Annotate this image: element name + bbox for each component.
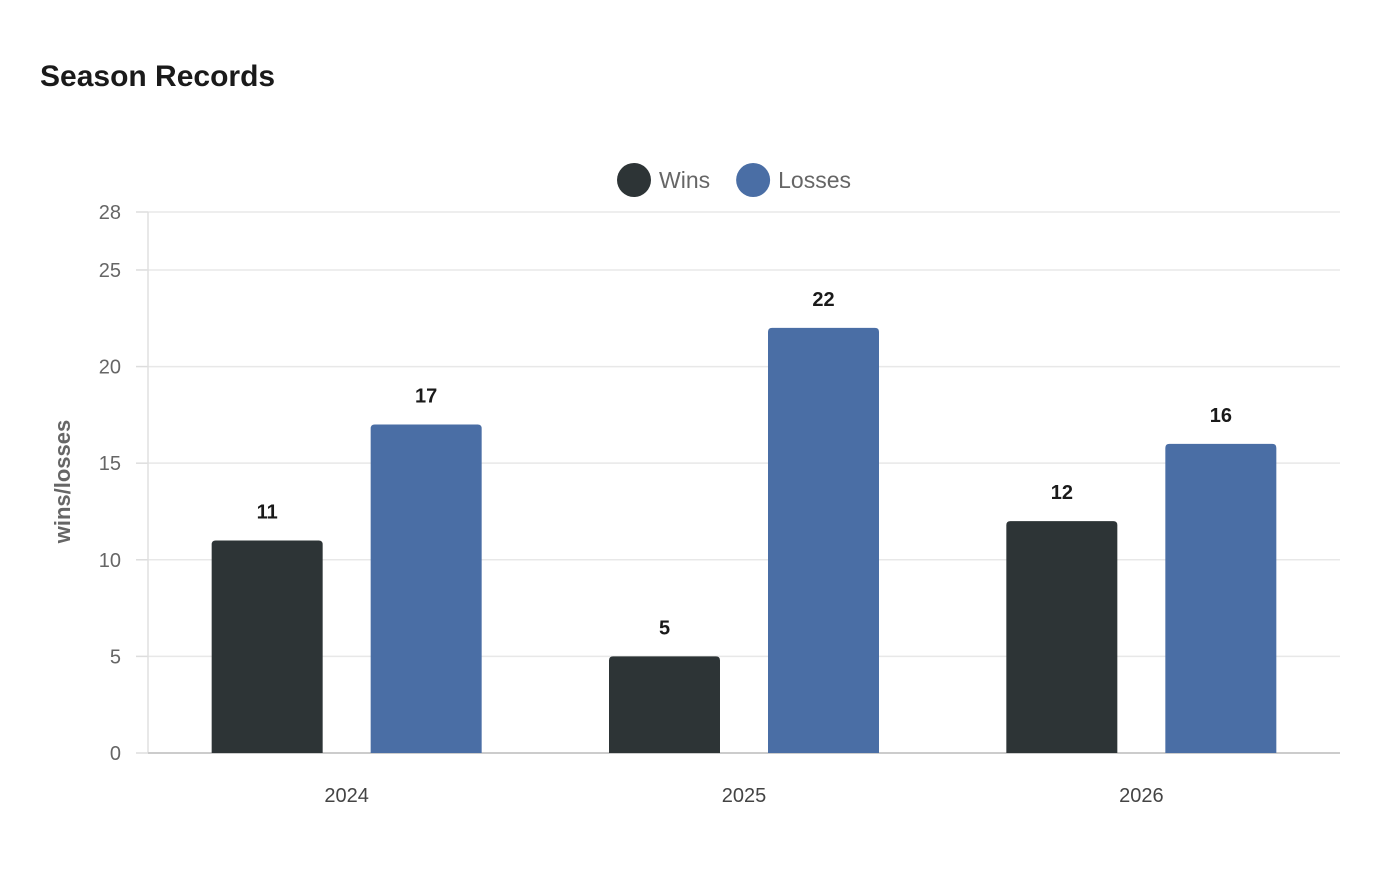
bar-wins-2024 bbox=[211, 540, 323, 753]
bar-losses-2026 bbox=[1165, 443, 1277, 753]
bar-losses-2025 bbox=[768, 327, 879, 753]
data-label: 12 bbox=[1051, 482, 1073, 504]
y-tick-label: 0 bbox=[110, 743, 121, 765]
x-tick-label: 2024 bbox=[324, 785, 369, 807]
legend-item-losses: Losses bbox=[736, 163, 851, 197]
x-tick-label: 2026 bbox=[1119, 785, 1164, 807]
y-tick-label: 15 bbox=[99, 453, 121, 475]
x-tick-label: 2025 bbox=[722, 785, 767, 807]
y-tick-label: 10 bbox=[99, 550, 121, 572]
legend-label: Losses bbox=[778, 167, 851, 193]
chart-title: Season Records bbox=[40, 60, 276, 93]
y-tick-label: 20 bbox=[99, 357, 121, 379]
data-label: 16 bbox=[1210, 405, 1232, 427]
bar-losses-2024 bbox=[370, 424, 482, 753]
legend-marker bbox=[736, 163, 771, 197]
bars bbox=[211, 327, 1277, 753]
legend-label: Wins bbox=[659, 167, 710, 193]
y-tick-label: 25 bbox=[99, 260, 121, 282]
legend-item-wins: Wins bbox=[617, 163, 710, 197]
y-tick-label: 5 bbox=[110, 646, 121, 668]
data-label: 5 bbox=[659, 617, 670, 639]
data-label: 17 bbox=[415, 386, 437, 408]
bar-wins-2025 bbox=[609, 656, 720, 753]
gridlines bbox=[148, 211, 1340, 658]
data-label: 22 bbox=[812, 289, 834, 311]
legend-marker bbox=[617, 163, 651, 197]
data-labels: 11 17 5 22 12 16 bbox=[257, 289, 1232, 639]
bar-wins-2026 bbox=[1006, 521, 1118, 753]
data-label: 11 bbox=[257, 501, 278, 523]
legend: Wins Losses bbox=[617, 163, 851, 197]
y-axis-title: wins/losses bbox=[50, 420, 75, 545]
y-tick-label: 28 bbox=[99, 202, 121, 224]
